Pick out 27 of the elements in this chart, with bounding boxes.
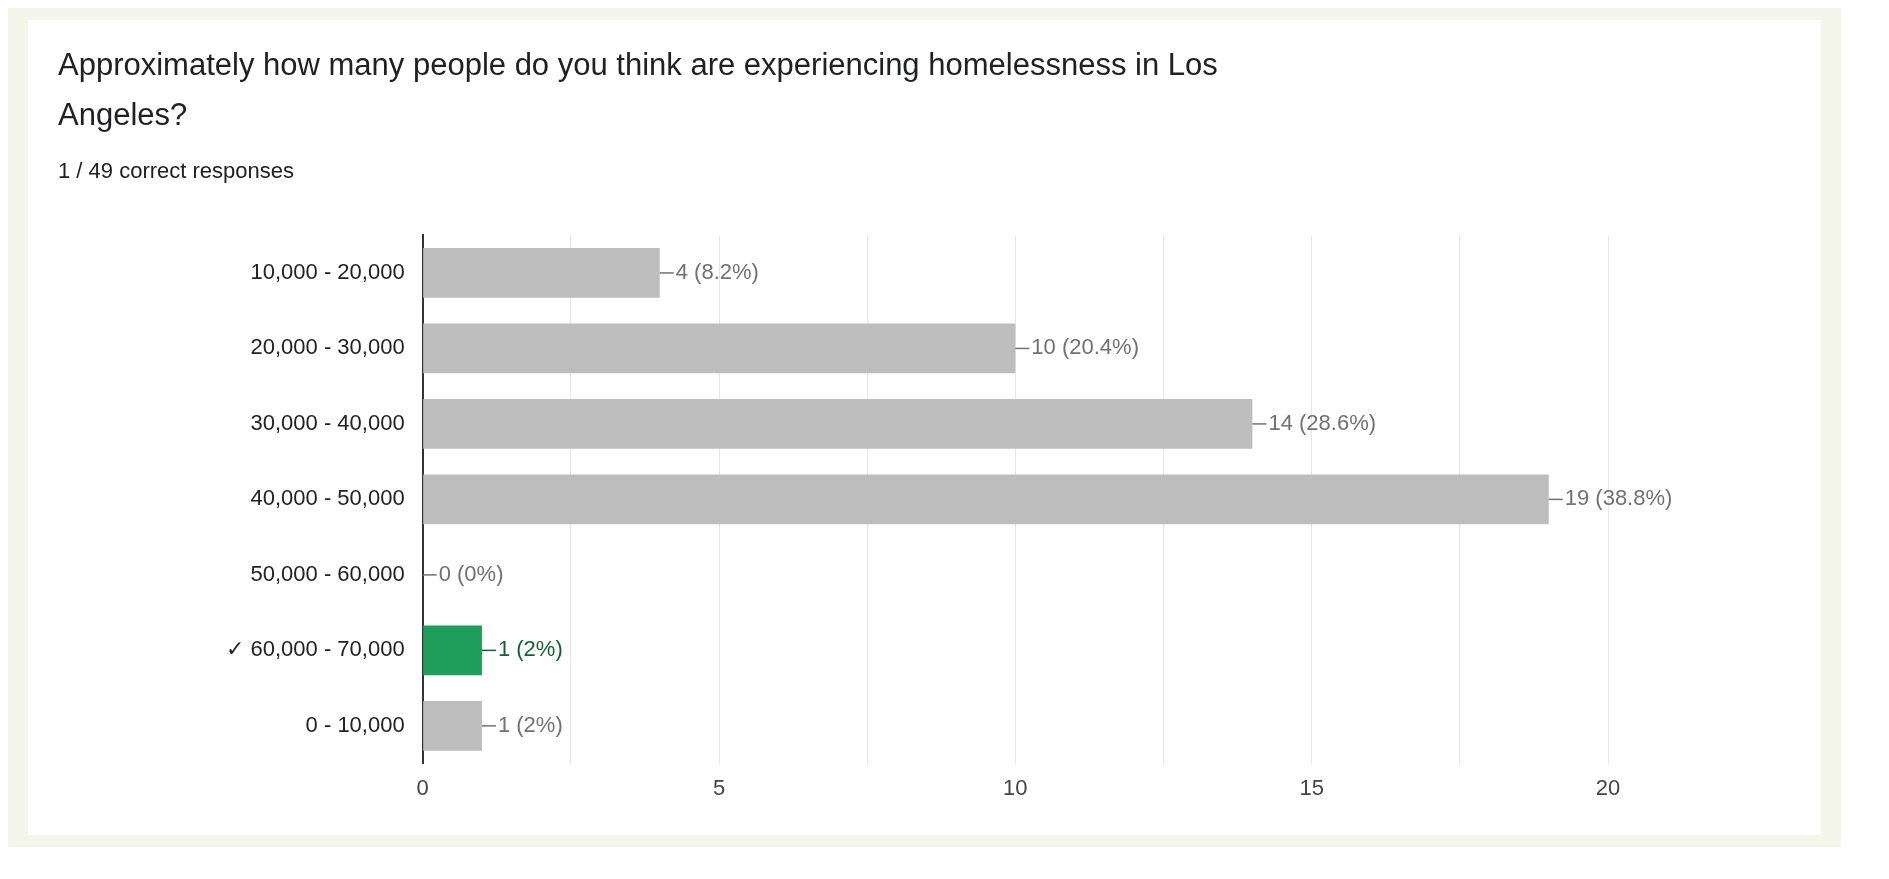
bar [423,248,660,298]
bar [423,474,1549,525]
bar [423,399,1253,449]
data-label: 14 (28.6%) [1268,409,1377,435]
x-tick-label: 10 [1003,774,1028,800]
bar [423,700,482,751]
x-tick-label: 5 [712,774,726,800]
y-tick-label: 10,000 - 20,000 [250,259,405,285]
y-tick-label: 40,000 - 50,000 [250,485,405,511]
y-tick-label: 50,000 - 60,000 [250,560,405,586]
y-tick-label: 20,000 - 30,000 [250,334,405,360]
bar [423,625,482,676]
y-tick-label: 30,000 - 40,000 [250,409,405,435]
data-label: 0 (0%) [438,560,504,586]
data-label: 10 (20.4%) [1031,334,1139,360]
data-label: 4 (8.2%) [675,259,759,285]
chart-title: Approximately how many people do you think are experiencing homelessness in Los Angeles? [58,46,1219,134]
x-tick-label: 20 [1595,774,1621,800]
text: 1 / 49 correct responses [58,158,295,184]
x-tick-label: 15 [1299,774,1324,800]
y-tick-label: 0 - 10,000 [305,711,405,737]
bar [423,323,1016,374]
data-label: 1 (2%) [497,711,563,737]
data-label: 1 (2%) [497,636,563,662]
data-label: 19 (38.8%) [1564,485,1673,511]
x-tick-label: 0 [416,774,429,800]
y-tick-label: ✓ 60,000 - 70,000 [225,636,405,662]
